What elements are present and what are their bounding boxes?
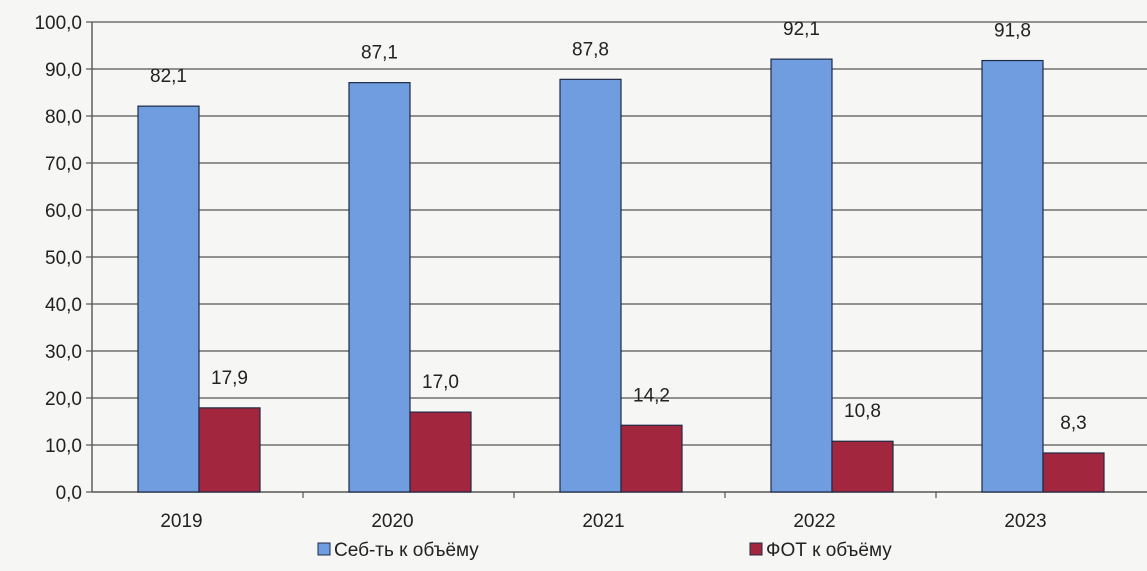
y-tick-label: 10,0 (45, 436, 82, 457)
data-label: 87,8 (572, 39, 609, 60)
data-labels: 82,1 17,9 87,1 17,0 87,8 14,2 92,1 10,8 91,8 8,3 (150, 19, 1087, 434)
bar-cost-ratio (137, 105, 200, 493)
data-label: 87,1 (361, 43, 398, 64)
data-label: 82,1 (150, 66, 187, 87)
bar-cost-ratio (770, 58, 833, 493)
y-tick-label: 40,0 (45, 295, 82, 316)
x-category-label: 2020 (371, 511, 413, 532)
y-tick-label: 50,0 (45, 248, 82, 269)
y-tick-label: 70,0 (45, 154, 82, 175)
y-tick-label: 20,0 (45, 389, 82, 410)
bar-cost-ratio (348, 82, 411, 493)
bar-payroll-ratio (198, 407, 261, 493)
legend-label-payroll-ratio: ФОТ к объёму (766, 540, 892, 561)
x-category-label: 2019 (160, 511, 202, 532)
y-tick-label: 60,0 (45, 201, 82, 222)
legend-label-cost-ratio: Себ-ть к объёму (334, 540, 479, 561)
bar-payroll-ratio (1042, 452, 1105, 493)
data-label: 92,1 (783, 19, 820, 40)
y-tick-label: 0,0 (56, 483, 82, 504)
bar-cost-ratio (559, 78, 622, 493)
data-label: 17,0 (422, 372, 459, 393)
bars (137, 58, 1105, 493)
data-label: 91,8 (994, 21, 1031, 42)
data-label: 17,9 (211, 368, 248, 389)
legend-swatch-payroll-ratio (749, 542, 763, 556)
data-label: 10,8 (844, 401, 881, 422)
bar-payroll-ratio (620, 424, 683, 493)
y-tick-label: 90,0 (45, 60, 82, 81)
bar-payroll-ratio (409, 411, 472, 493)
y-tick-label: 30,0 (45, 342, 82, 363)
y-tick-label: 100,0 (34, 13, 82, 34)
bar-cost-ratio (981, 59, 1044, 493)
data-label: 8,3 (1060, 413, 1086, 434)
x-category-label: 2021 (582, 511, 624, 532)
x-category-label: 2022 (793, 511, 835, 532)
x-category-label: 2023 (1004, 511, 1046, 532)
legend: Себ-ть к объёму ФОТ к объёму (317, 540, 892, 561)
bar-payroll-ratio (831, 440, 894, 493)
data-label: 14,2 (633, 385, 670, 406)
y-tick-label: 80,0 (45, 107, 82, 128)
legend-swatch-cost-ratio (317, 542, 331, 556)
